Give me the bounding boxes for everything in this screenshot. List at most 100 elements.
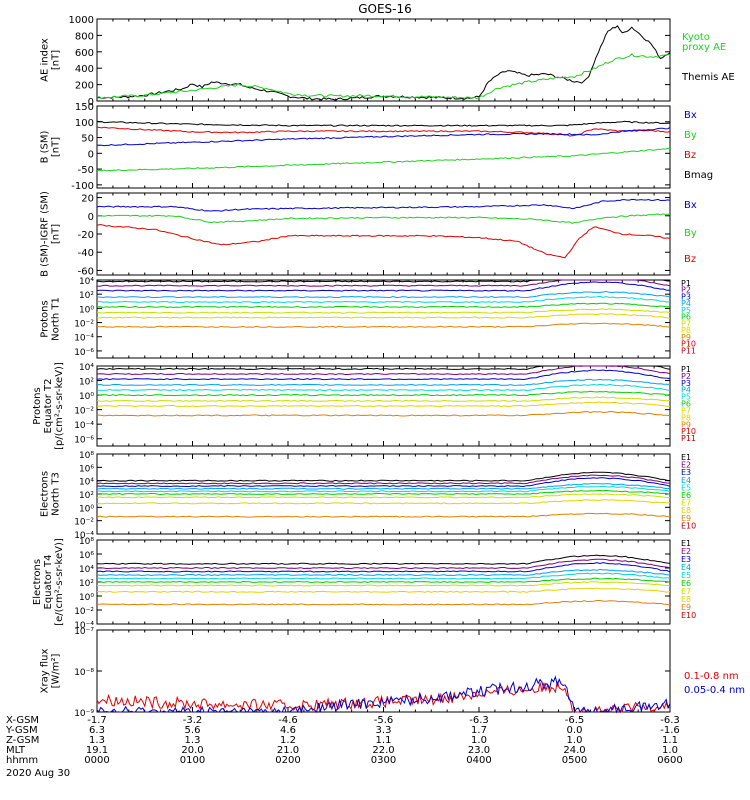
panel-3-ylabel-line: [nT] (51, 224, 62, 244)
channel-e8 (96, 499, 670, 505)
channel-p9 (96, 322, 671, 328)
footer-cell: 1.0 (662, 745, 678, 756)
panel-6-ylabel-line: North T3 (51, 472, 62, 516)
legend-kyoto: Kyoto (682, 32, 710, 43)
legend-p5: P5 (681, 306, 691, 315)
footer-cell: 0500 (562, 755, 587, 766)
series-bmag (96, 120, 671, 127)
y-tick-label: 10⁶ (79, 551, 94, 561)
legend-e10: E10 (681, 521, 696, 530)
date-label: 2020 Aug 30 (6, 768, 70, 779)
channel-e7 (96, 493, 671, 499)
legend-p1: P1 (681, 365, 691, 374)
channel-e3 (96, 562, 671, 573)
channel-e1 (96, 471, 671, 482)
footer-cell: 1.3 (185, 735, 201, 746)
y-tick-label: 10⁸ (79, 537, 94, 547)
panel-3: B (SM)-IGRF (SM) [nT] -60 -40 -20 0 20 Bx By Bz (40, 191, 697, 277)
legend-by: By (684, 130, 697, 141)
y-tick-label: 10⁻⁸ (74, 668, 94, 678)
y-tick-label: 100 (75, 118, 94, 129)
legend-p11: P11 (681, 346, 696, 355)
legend-p5: P5 (681, 393, 691, 402)
panel-5-ylabel-line: Equator T2 (43, 379, 54, 434)
footer-cell: 23.0 (468, 745, 490, 756)
footer-cell: 24.0 (563, 745, 585, 756)
series-0-05-0-4-nm (96, 675, 671, 714)
footer-cell: -6.5 (565, 715, 585, 726)
y-tick-label: 10² (79, 291, 94, 301)
legend-p10: P10 (681, 340, 696, 349)
channel-p8 (96, 313, 671, 319)
legend-e8: E8 (681, 506, 691, 515)
y-tick-label: 10⁴ (79, 277, 94, 287)
y-tick-label: 10⁴ (79, 478, 94, 488)
y-tick-label: 600 (75, 48, 94, 59)
footer-cell: -4.6 (278, 715, 298, 726)
footer-cell: 0200 (275, 755, 300, 766)
channel-e5 (96, 572, 671, 580)
panel-4-ylabel-line: Protons (40, 300, 51, 337)
footer-row-label: hhmm (6, 755, 38, 766)
y-tick-label: 10⁶ (79, 464, 94, 474)
y-tick-label: 10⁻⁴ (74, 421, 94, 431)
series-themis-ae (96, 25, 671, 101)
legend-bz: Bz (684, 150, 696, 161)
legend-p7: P7 (681, 319, 691, 328)
series-bx (96, 127, 671, 147)
legend-e5: E5 (681, 483, 691, 492)
series-by (96, 213, 671, 224)
legend-bz: Bz (684, 254, 696, 265)
channel-p3 (96, 369, 671, 381)
y-tick-label: -100 (71, 181, 94, 192)
y-tick-label: 10⁻⁶ (74, 348, 94, 358)
channel-e3 (96, 477, 671, 488)
footer-row-label: Z-GSM (6, 735, 39, 746)
channel-e7 (96, 581, 671, 587)
channel-e2 (96, 558, 671, 570)
legend-p9: P9 (681, 333, 691, 342)
y-tick-label: 10⁰ (79, 504, 94, 514)
footer-cell: -1.7 (87, 715, 107, 726)
y-tick-label: -20 (78, 230, 94, 241)
legend-p6: P6 (681, 313, 691, 322)
y-tick-label: 10² (79, 378, 94, 388)
panel-7: Electrons Equator T4 [e/(cm²-s-sr-keV)] 10⁸… (32, 537, 696, 631)
footer-cell: 5.6 (185, 725, 201, 736)
y-tick-label: 20 (81, 194, 94, 205)
footer-cell: -6.3 (660, 715, 680, 726)
legend-e4: E4 (681, 476, 691, 485)
y-tick-label: 10⁻² (74, 407, 94, 417)
legend-e10: E10 (681, 611, 696, 620)
y-tick-label: -60 (78, 266, 94, 277)
legend-p4: P4 (681, 386, 691, 395)
footer-cell: 1.1 (376, 735, 392, 746)
legend-p6: P6 (681, 400, 691, 409)
legend-e1: E1 (681, 539, 691, 548)
series-bz (96, 224, 671, 259)
legend-e8: E8 (681, 595, 691, 604)
y-tick-label: 50 (81, 134, 94, 145)
panel-2: B (SM) [nT] -100 -50 0 50 100 150 Bx By Bz Bmag (40, 102, 714, 192)
footer-cell: 4.6 (280, 725, 296, 736)
y-tick-label: 10⁻⁷ (74, 627, 94, 637)
y-tick-label: 10⁻⁹ (74, 709, 94, 719)
y-tick-label: 10² (79, 579, 94, 589)
y-tick-label: 10² (79, 491, 94, 501)
footer-row-label: X-GSM (6, 715, 39, 726)
legend-0-05-0-4-nm: 0.05-0.4 nm (684, 685, 745, 696)
legend-e6: E6 (681, 491, 691, 500)
legend-bx: Bx (684, 110, 697, 121)
legend-e1: E1 (681, 453, 691, 462)
y-tick-label: 1000 (69, 15, 94, 26)
panel-1-ylabel-line: AE index (40, 38, 51, 82)
channel-p5 (96, 295, 671, 304)
series-by (96, 147, 671, 172)
channel-e4 (96, 568, 671, 577)
channel-e9 (96, 600, 671, 606)
footer-cell: -6.3 (469, 715, 489, 726)
y-tick-label: 10⁻² (74, 518, 94, 528)
panel-8-ylabel-line: Xray flux (40, 649, 51, 694)
panel-7-ylabel-line: Equator T4 (43, 555, 54, 610)
channel-e5 (96, 485, 671, 493)
